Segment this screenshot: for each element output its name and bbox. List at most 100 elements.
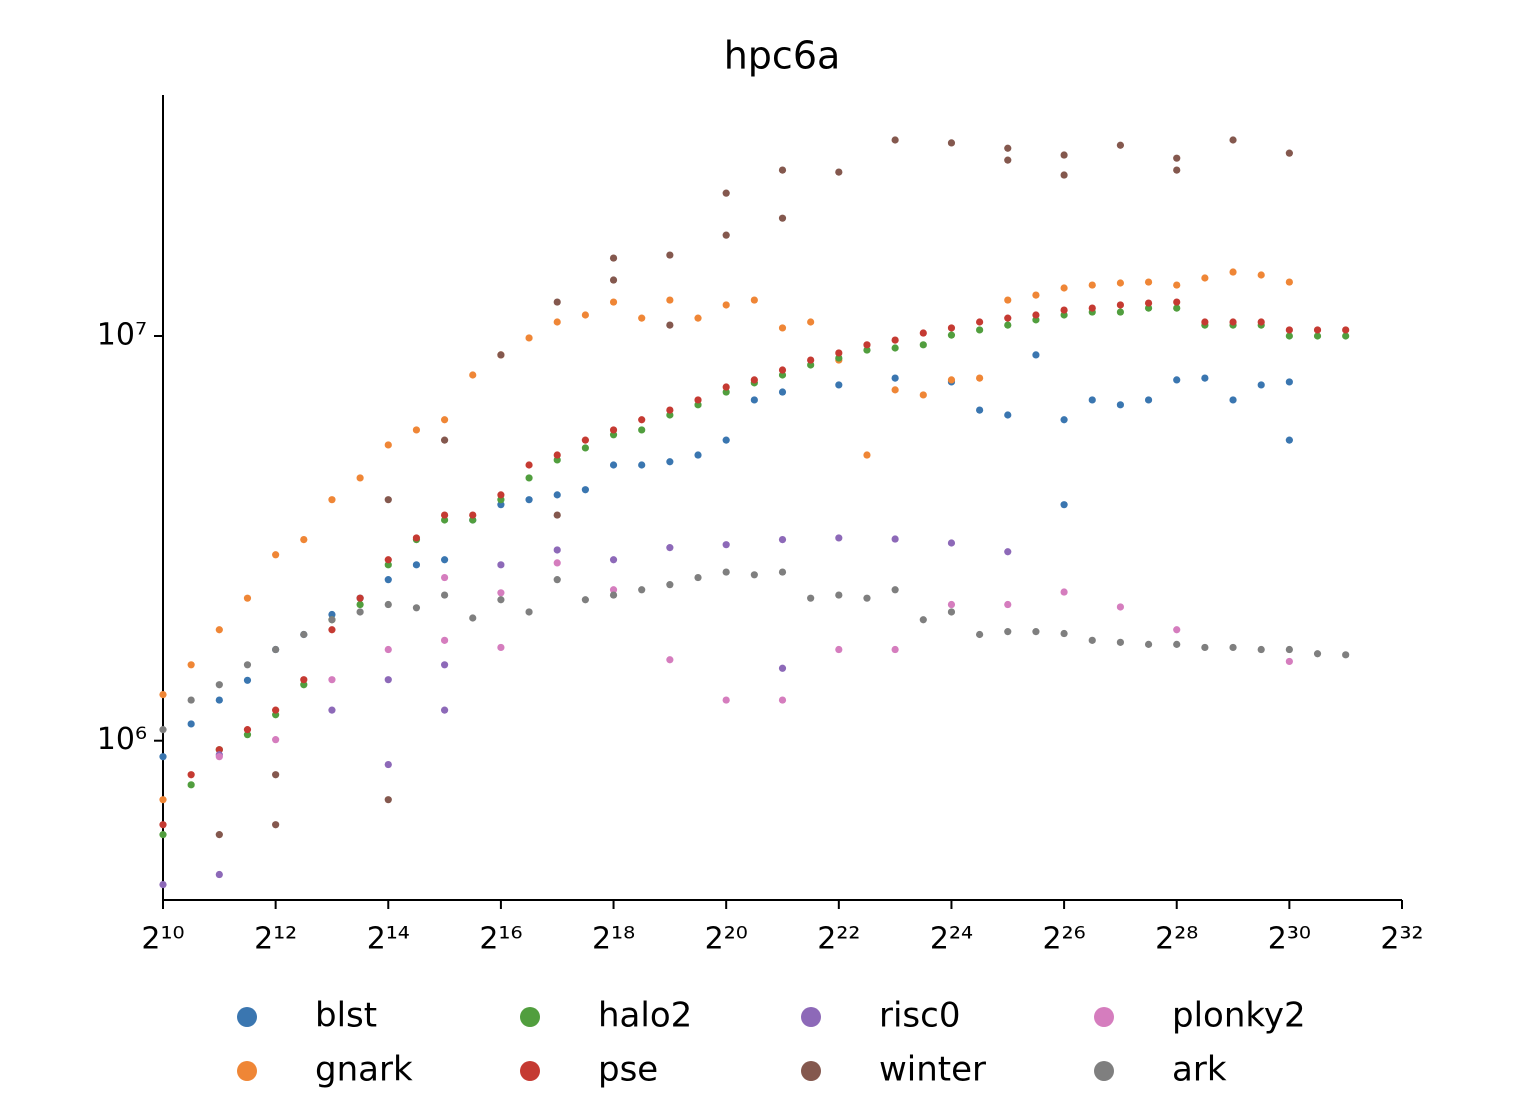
point — [159, 880, 167, 889]
point — [553, 298, 561, 306]
point — [440, 661, 449, 669]
point — [1229, 396, 1237, 404]
point — [469, 516, 477, 524]
point — [750, 296, 758, 304]
point — [835, 168, 843, 176]
point — [243, 594, 252, 602]
point — [159, 821, 167, 829]
point — [497, 643, 505, 652]
point — [1229, 643, 1237, 652]
point — [1060, 416, 1068, 424]
point — [722, 541, 730, 549]
point — [891, 645, 899, 654]
point — [1173, 304, 1181, 312]
point — [1060, 629, 1068, 638]
point — [722, 388, 730, 396]
point — [1201, 274, 1209, 282]
point — [525, 496, 533, 504]
legend-label: blst — [315, 996, 377, 1036]
point — [891, 535, 899, 543]
point — [778, 388, 787, 396]
point — [1116, 638, 1125, 646]
point — [328, 676, 336, 684]
point — [440, 636, 449, 644]
point — [666, 458, 674, 466]
point — [300, 681, 308, 689]
point — [243, 726, 252, 734]
point — [778, 568, 787, 576]
point — [1032, 351, 1040, 359]
point — [1173, 166, 1181, 174]
point — [1313, 326, 1322, 334]
point — [243, 676, 252, 684]
point — [272, 821, 280, 829]
point — [440, 516, 449, 524]
point — [1201, 374, 1209, 382]
point — [1144, 396, 1153, 404]
point — [328, 616, 336, 624]
point — [497, 491, 505, 499]
point — [750, 571, 758, 579]
point — [1285, 378, 1293, 386]
point — [272, 645, 280, 654]
point — [1060, 284, 1068, 292]
point — [1060, 151, 1068, 159]
point — [1060, 306, 1068, 314]
point — [609, 426, 618, 434]
chart-title: hpc6a — [724, 34, 841, 78]
point — [666, 544, 674, 552]
point — [1032, 311, 1040, 319]
x-tick-label: 2¹² — [254, 922, 297, 957]
legend-label: pse — [598, 1050, 658, 1090]
point — [440, 511, 449, 519]
point — [440, 556, 449, 564]
point — [835, 381, 843, 389]
point — [1116, 301, 1125, 309]
point — [666, 296, 674, 304]
point — [553, 451, 561, 459]
point — [1173, 376, 1181, 384]
point — [1004, 600, 1012, 609]
point — [356, 474, 364, 482]
point — [1116, 603, 1125, 611]
point — [440, 573, 449, 582]
point — [159, 726, 167, 734]
point — [497, 501, 505, 509]
point — [215, 696, 223, 704]
point — [272, 706, 280, 714]
x-tick-label: 2²⁸ — [1155, 922, 1198, 957]
point — [1004, 314, 1012, 322]
point — [356, 594, 364, 602]
point — [835, 534, 843, 542]
point — [919, 616, 927, 624]
point — [553, 576, 561, 584]
point — [412, 534, 421, 542]
point — [947, 139, 956, 147]
point — [609, 591, 618, 599]
point — [1173, 640, 1181, 648]
point — [1004, 156, 1012, 164]
point — [581, 486, 589, 494]
legend-marker — [520, 1061, 540, 1081]
point — [891, 586, 899, 594]
point — [159, 753, 167, 761]
point — [328, 610, 336, 619]
point — [581, 444, 589, 452]
point — [638, 426, 646, 434]
point — [694, 451, 702, 459]
point — [384, 496, 392, 504]
point — [722, 568, 730, 576]
point — [807, 318, 815, 326]
point — [1144, 299, 1153, 307]
point — [666, 406, 674, 414]
point — [1285, 326, 1293, 334]
point — [750, 396, 758, 404]
point — [187, 771, 195, 779]
point — [1285, 436, 1293, 444]
x-tick-label: 2¹⁴ — [367, 922, 410, 957]
legend-label: winter — [879, 1050, 986, 1090]
point — [1060, 501, 1068, 509]
point — [1116, 401, 1125, 409]
point — [1229, 268, 1237, 276]
point — [863, 341, 871, 349]
